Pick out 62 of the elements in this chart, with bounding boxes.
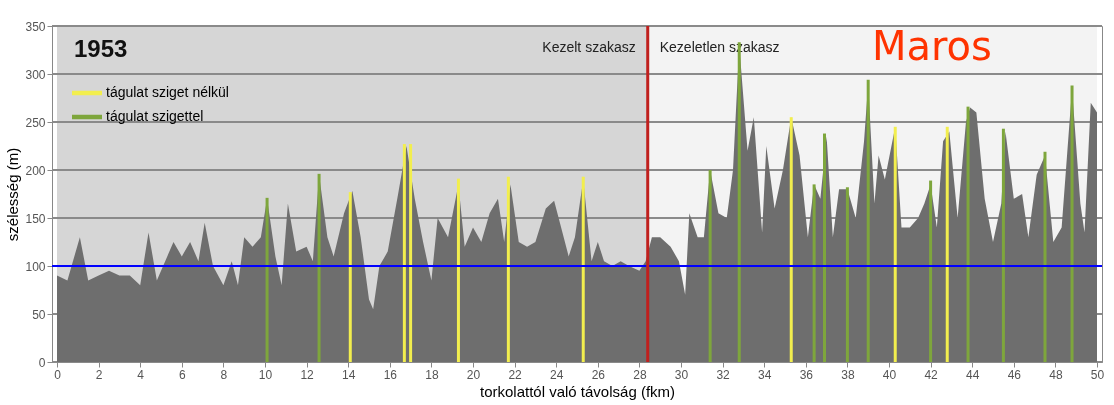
x-tick-label: 22 bbox=[508, 367, 523, 382]
x-tick-label: 48 bbox=[1049, 367, 1063, 382]
x-tick-label: 44 bbox=[966, 367, 980, 382]
x-tick-label: 34 bbox=[758, 367, 772, 382]
y-tick-label: 250 bbox=[25, 115, 46, 130]
bar bbox=[1070, 85, 1074, 362]
bar bbox=[945, 126, 949, 362]
chart-title: 1953 bbox=[74, 35, 128, 62]
y-tick-label: 50 bbox=[32, 307, 46, 322]
bar bbox=[812, 184, 816, 362]
x-tick-label: 36 bbox=[799, 367, 814, 382]
bar bbox=[506, 176, 510, 362]
bar bbox=[866, 79, 870, 362]
x-tick-label: 2 bbox=[95, 367, 103, 382]
x-tick-label: 20 bbox=[466, 367, 481, 382]
x-tick-label: 18 bbox=[425, 367, 439, 382]
band-label: Kezelt szakasz bbox=[542, 39, 636, 55]
x-tick-label: 14 bbox=[342, 367, 356, 382]
bar bbox=[581, 176, 585, 362]
bar bbox=[456, 178, 460, 362]
x-axis-title: torkolattól való távolság (fkm) bbox=[479, 382, 676, 400]
bar bbox=[265, 197, 269, 362]
x-tick-label: 16 bbox=[383, 367, 398, 382]
bar bbox=[893, 126, 897, 362]
x-tick-label: 26 bbox=[591, 367, 606, 382]
x-tick-label: 6 bbox=[178, 367, 186, 382]
x-tick-label: 46 bbox=[1007, 367, 1022, 382]
y-axis-title: szélesség (m) bbox=[4, 147, 22, 242]
x-tick-label: 8 bbox=[220, 367, 228, 382]
legend-label: tágulat sziget nélkül bbox=[106, 84, 229, 100]
bar bbox=[845, 187, 849, 362]
bar bbox=[1001, 128, 1005, 362]
x-tick-label: 42 bbox=[924, 367, 939, 382]
y-tick-label: 100 bbox=[25, 259, 46, 274]
bar bbox=[402, 144, 406, 362]
y-tick-label: 350 bbox=[25, 19, 46, 34]
y-tick-label: 0 bbox=[38, 355, 46, 370]
x-tick-label: 4 bbox=[137, 367, 145, 382]
bar bbox=[409, 144, 413, 362]
y-tick-label: 150 bbox=[25, 211, 46, 226]
annotation: Maros bbox=[872, 23, 992, 69]
bar bbox=[708, 170, 712, 362]
bar bbox=[929, 180, 933, 362]
bar bbox=[317, 173, 321, 362]
x-tick-label: 12 bbox=[300, 367, 315, 382]
legend-label: tágulat szigettel bbox=[106, 108, 204, 124]
bar bbox=[1043, 151, 1047, 362]
y-tick-label: 300 bbox=[25, 67, 46, 82]
x-tick-label: 50 bbox=[1090, 367, 1105, 382]
x-tick-label: 38 bbox=[841, 367, 855, 382]
x-tick-label: 24 bbox=[550, 367, 564, 382]
bar bbox=[966, 106, 970, 362]
x-tick-label: 32 bbox=[716, 367, 731, 382]
x-tick-label: 0 bbox=[54, 367, 62, 382]
y-tick-label: 200 bbox=[25, 163, 46, 178]
x-tick-label: 10 bbox=[258, 367, 273, 382]
bar bbox=[789, 117, 793, 362]
x-tick-label: 30 bbox=[674, 367, 689, 382]
bar bbox=[823, 133, 827, 362]
x-tick-label: 28 bbox=[633, 367, 647, 382]
x-tick-label: 40 bbox=[882, 367, 897, 382]
bar bbox=[348, 192, 352, 362]
